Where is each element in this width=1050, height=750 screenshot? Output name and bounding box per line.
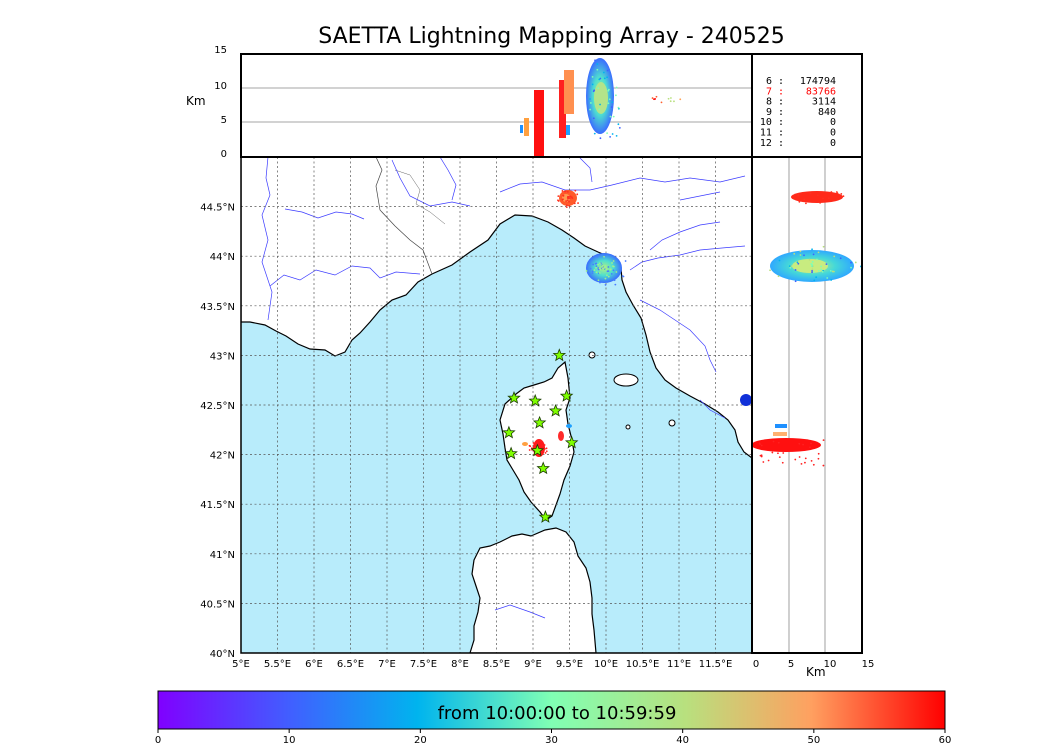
lon-tick-label: 5.5°E [264,659,291,670]
station-star-icon [552,348,567,362]
lat-tick-label: 40°N [210,649,235,660]
east-cell-map [740,394,752,406]
elba-island [613,373,639,387]
station-star-icon [536,461,550,475]
station-star-icon [507,390,521,404]
alt-ticks-bottom: 0 5 10 15 [753,659,875,670]
lon-tick-label: 9.5°E [556,659,583,670]
alt-ticks: 0 5 10 15 [214,45,227,160]
lon-tick-label: 11.5°E [699,659,733,670]
stat-label: 12 : [760,138,784,149]
alt-axis-label: Km [186,94,206,108]
latitude-ticks: 40°N 40.5°N 41°N 41.5°N 42°N 42.5°N 43°N 43.5°N… [200,203,235,660]
lon-tick-label: 6°E [305,659,323,670]
lon-tick-label: 11°E [667,659,691,670]
giglio-island [668,419,676,427]
lon-tick-label: 7°E [378,659,396,670]
station-star-icon [528,393,542,407]
montecristo-island [625,424,631,430]
altitude-longitude-panel: Km 0 5 10 15 [186,45,753,160]
lat-tick-label: 43.5°N [200,302,235,313]
stat-value: 0 [830,128,836,139]
lma-stations [502,348,579,523]
station-star-icon [504,446,518,460]
station-stats-box: 6 : 174794 7 : 83766 8 : 3114 9 : 840 10 : 0 11 : 0… [751,53,863,158]
alt-tick-label-bottom: 5 [788,659,794,670]
colorbar-tick-label: 20 [414,735,427,746]
country-border [375,157,433,275]
colorbar-ticks: 0 10 20 30 40 50 60 [155,729,952,746]
alt-tick-label-bottom: 0 [753,659,759,670]
lat-tick-label: 40.5°N [200,599,235,610]
lat-tick-label: 44°N [210,252,235,263]
stat-value: 840 [818,107,836,118]
longitude-ticks: 5°E 5.5°E 6°E 6.5°E 7°E 7.5°E 8°E 8.5°E 9°E 9.5°E… [232,659,732,670]
colorbar-tick-label: 30 [545,735,558,746]
map-title: SAETTA Lightning Mapping Array - 240525 [318,24,785,49]
stat-value: 0 [830,138,836,149]
alt-tick-label-bottom: 15 [862,659,875,670]
lon-tick-label: 10.5°E [626,659,660,670]
lat-alt-background [752,157,862,653]
lat-tick-label: 42.5°N [200,401,235,412]
colorbar-caption: from 10:00:00 to 10:59:59 [438,703,677,724]
lat-alt-frame [751,156,863,654]
alt-lon-sources [520,58,682,156]
alt-tick-label: 0 [221,149,227,160]
colorbar-gradient [157,690,946,730]
stat-label: 6 : [766,76,784,87]
lon-tick-label: 5°E [232,659,250,670]
lat-alt-sources [751,191,862,467]
rivers [261,157,746,619]
station-star-icon [564,435,579,449]
map-grid [241,157,752,653]
lat-tick-label: 41.5°N [200,500,235,511]
station-star-icon [502,425,516,439]
stat-label: 9 : [766,107,784,118]
alt-tick-label: 10 [214,81,227,92]
colorbar-tick-label: 50 [807,735,820,746]
capraia-island [588,351,596,359]
stat-value: 174794 [800,76,836,87]
stat-label: 8 : [766,97,784,108]
lat-tick-label: 43°N [210,351,235,362]
alt-tick-label: 5 [221,115,227,126]
alt-axis-label-bottom: Km [806,665,826,679]
colorbar-tick-label: 40 [676,735,689,746]
alt-tick-label: 15 [214,45,227,56]
station-star-icon [538,509,553,523]
region-border [394,169,446,225]
station-star-icon [532,415,547,429]
lon-tick-label: 7.5°E [410,659,437,670]
latitude-altitude-panel: 0 5 10 15 Km [751,156,875,679]
lon-tick-label: 6.5°E [337,659,364,670]
station-star-icon [559,388,574,402]
station-star-icon [548,403,563,417]
map-panel: 40°N 40.5°N 41°N 41.5°N 42°N 42.5°N 43°N 43.5°N… [200,156,753,670]
stat-label: 7 : [766,86,784,97]
alt-tick-label-bottom: 10 [824,659,837,670]
alt-lon-background [241,54,752,157]
stat-value: 83766 [806,86,836,97]
lon-tick-label: 8.5°E [483,659,510,670]
stat-value: 3114 [812,97,836,108]
lon-tick-label: 10°E [594,659,618,670]
lat-tick-label: 42°N [210,451,235,462]
lat-tick-label: 41°N [210,550,235,561]
colorbar-tick-label: 60 [939,735,952,746]
lon-tick-label: 8°E [451,659,469,670]
colorbar-tick-label: 10 [283,735,296,746]
colorbar-tick-label: 0 [155,735,161,746]
station-star-icon [530,443,545,457]
stat-value: 0 [830,117,836,128]
colorbar: from 10:00:00 to 10:59:59 0 10 20 30 40 50 60 [155,690,952,746]
stat-label: 11 : [760,128,784,139]
lon-tick-label: 9°E [524,659,542,670]
lat-tick-label: 44.5°N [200,203,235,214]
stat-label: 10 : [760,117,784,128]
mainland-land [241,157,752,459]
